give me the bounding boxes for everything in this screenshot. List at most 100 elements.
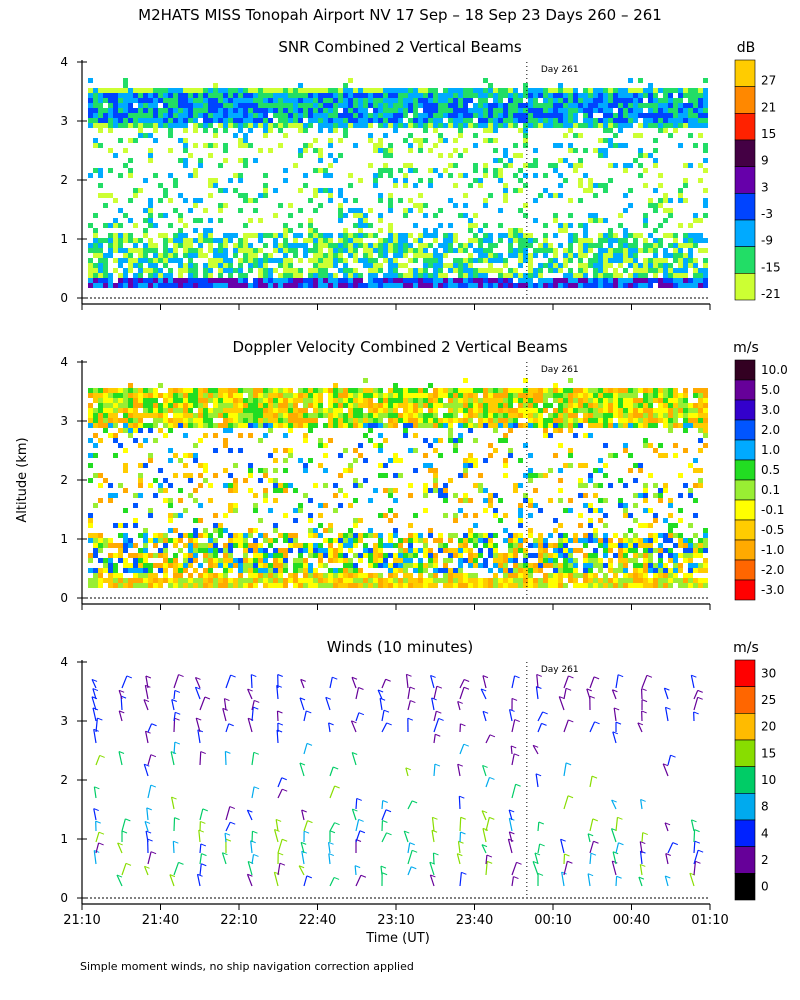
field-cell bbox=[378, 443, 383, 448]
field-cell bbox=[123, 163, 128, 168]
field-cell bbox=[343, 88, 348, 93]
field-cell bbox=[413, 223, 418, 228]
field-cell bbox=[348, 183, 353, 188]
field-cell bbox=[503, 563, 508, 568]
field-cell bbox=[88, 453, 93, 458]
field-cell bbox=[223, 148, 228, 153]
field-cell bbox=[258, 268, 263, 273]
field-cell bbox=[503, 398, 508, 403]
field-cell bbox=[523, 183, 528, 188]
field-cell bbox=[318, 513, 323, 518]
field-cell bbox=[293, 518, 298, 523]
field-cell bbox=[203, 113, 208, 118]
field-cell bbox=[543, 283, 548, 288]
field-cell bbox=[348, 208, 353, 213]
field-cell bbox=[453, 163, 458, 168]
field-cell bbox=[338, 98, 343, 103]
field-cell bbox=[528, 453, 533, 458]
field-cell bbox=[703, 78, 708, 83]
field-cell bbox=[373, 248, 378, 253]
field-cell bbox=[193, 488, 198, 493]
field-cell bbox=[478, 98, 483, 103]
field-cell bbox=[558, 568, 563, 573]
field-cell bbox=[113, 218, 118, 223]
field-cell bbox=[203, 278, 208, 283]
field-cell bbox=[163, 98, 168, 103]
field-cell bbox=[118, 578, 123, 583]
field-cell bbox=[583, 223, 588, 228]
field-cell bbox=[193, 518, 198, 523]
field-cell bbox=[513, 188, 518, 193]
field-cell bbox=[563, 538, 568, 543]
field-cell bbox=[123, 508, 128, 513]
field-cell bbox=[303, 493, 308, 498]
field-cell bbox=[258, 398, 263, 403]
field-cell bbox=[513, 273, 518, 278]
field-cell bbox=[353, 243, 358, 248]
field-cell bbox=[153, 563, 158, 568]
field-cell bbox=[398, 458, 403, 463]
field-cell bbox=[503, 118, 508, 123]
field-cell bbox=[98, 268, 103, 273]
field-cell bbox=[303, 543, 308, 548]
field-cell bbox=[243, 193, 248, 198]
field-cell bbox=[358, 388, 363, 393]
field-cell bbox=[258, 123, 263, 128]
field-cell bbox=[513, 583, 518, 588]
field-cell bbox=[258, 518, 263, 523]
field-cell bbox=[153, 413, 158, 418]
field-cell bbox=[623, 103, 628, 108]
field-cell bbox=[143, 88, 148, 93]
field-cell bbox=[458, 88, 463, 93]
field-cell bbox=[288, 543, 293, 548]
field-cell bbox=[278, 553, 283, 558]
field-cell bbox=[168, 578, 173, 583]
field-cell bbox=[218, 93, 223, 98]
field-cell bbox=[443, 233, 448, 238]
field-cell bbox=[203, 98, 208, 103]
field-cell bbox=[433, 103, 438, 108]
field-cell bbox=[603, 423, 608, 428]
field-cell bbox=[498, 98, 503, 103]
field-cell bbox=[633, 268, 638, 273]
field-cell bbox=[433, 438, 438, 443]
field-cell bbox=[318, 168, 323, 173]
field-cell bbox=[408, 248, 413, 253]
field-cell bbox=[373, 103, 378, 108]
field-cell bbox=[493, 513, 498, 518]
field-cell bbox=[443, 563, 448, 568]
field-cell bbox=[213, 93, 218, 98]
field-cell bbox=[128, 238, 133, 243]
field-cell bbox=[338, 418, 343, 423]
field-cell bbox=[283, 583, 288, 588]
field-cell bbox=[533, 423, 538, 428]
field-cell bbox=[493, 423, 498, 428]
field-cell bbox=[268, 123, 273, 128]
field-cell bbox=[458, 283, 463, 288]
field-cell bbox=[643, 278, 648, 283]
field-cell bbox=[88, 283, 93, 288]
field-cell bbox=[183, 403, 188, 408]
field-cell bbox=[188, 238, 193, 243]
field-cell bbox=[103, 403, 108, 408]
field-cell bbox=[298, 148, 303, 153]
field-cell bbox=[528, 93, 533, 98]
field-cell bbox=[148, 198, 153, 203]
field-cell bbox=[353, 563, 358, 568]
field-cell bbox=[298, 188, 303, 193]
field-cell bbox=[183, 418, 188, 423]
field-cell bbox=[468, 578, 473, 583]
field-cell bbox=[138, 273, 143, 278]
field-cell bbox=[518, 128, 523, 133]
field-cell bbox=[158, 113, 163, 118]
field-cell bbox=[353, 278, 358, 283]
field-cell bbox=[528, 503, 533, 508]
field-cell bbox=[138, 398, 143, 403]
field-cell bbox=[398, 548, 403, 553]
field-cell bbox=[448, 88, 453, 93]
field-cell bbox=[338, 208, 343, 213]
field-cell bbox=[248, 548, 253, 553]
field-cell bbox=[513, 398, 518, 403]
field-cell bbox=[333, 393, 338, 398]
field-cell bbox=[438, 133, 443, 138]
